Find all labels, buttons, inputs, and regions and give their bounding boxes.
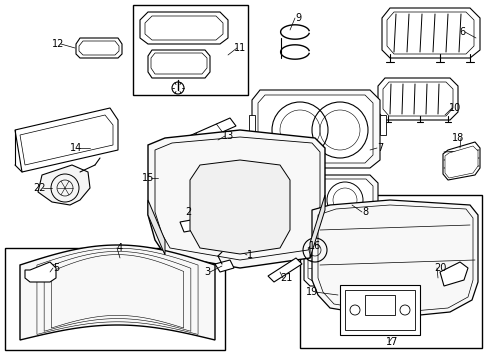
Polygon shape: [304, 238, 375, 286]
Bar: [345, 290, 414, 330]
Polygon shape: [252, 175, 377, 228]
Polygon shape: [309, 195, 325, 258]
Polygon shape: [180, 218, 205, 232]
Text: 13: 13: [222, 131, 234, 141]
Text: 19: 19: [305, 287, 318, 297]
Polygon shape: [382, 82, 452, 116]
Polygon shape: [215, 260, 234, 272]
Polygon shape: [145, 16, 223, 40]
Bar: [5, 248, 224, 350]
Text: 9: 9: [294, 13, 301, 23]
Polygon shape: [162, 118, 236, 156]
Polygon shape: [377, 78, 457, 120]
Text: 14: 14: [70, 143, 82, 153]
Polygon shape: [38, 165, 90, 205]
Text: 20: 20: [433, 263, 445, 273]
Bar: [299, 195, 481, 348]
Polygon shape: [148, 130, 325, 268]
Text: 18: 18: [451, 133, 463, 143]
Polygon shape: [155, 165, 201, 193]
Text: 6: 6: [458, 27, 464, 37]
Polygon shape: [386, 12, 473, 54]
Polygon shape: [190, 160, 289, 254]
Polygon shape: [20, 245, 215, 340]
Bar: [339, 285, 419, 335]
Polygon shape: [76, 38, 122, 58]
Polygon shape: [442, 142, 479, 180]
Bar: [248, 115, 254, 135]
Polygon shape: [148, 50, 209, 78]
Polygon shape: [152, 160, 203, 197]
Text: 22: 22: [34, 183, 46, 193]
Text: 8: 8: [361, 207, 367, 217]
Polygon shape: [148, 200, 164, 255]
Polygon shape: [258, 95, 372, 163]
Polygon shape: [444, 146, 477, 178]
Polygon shape: [151, 53, 206, 74]
Text: 7: 7: [376, 143, 382, 153]
Text: 11: 11: [233, 43, 245, 53]
Polygon shape: [381, 8, 479, 58]
Polygon shape: [307, 242, 371, 282]
Polygon shape: [79, 41, 119, 55]
Text: 16: 16: [308, 241, 321, 251]
Polygon shape: [311, 200, 477, 318]
Bar: [133, 5, 247, 95]
Text: 21: 21: [279, 273, 292, 283]
Polygon shape: [155, 137, 319, 260]
Polygon shape: [317, 205, 472, 313]
Text: 1: 1: [246, 250, 253, 260]
Polygon shape: [251, 90, 379, 168]
Text: 4: 4: [117, 243, 123, 253]
Polygon shape: [20, 115, 113, 165]
Text: 10: 10: [448, 103, 460, 113]
Polygon shape: [25, 262, 56, 282]
Polygon shape: [267, 258, 302, 282]
Polygon shape: [258, 179, 372, 224]
Polygon shape: [140, 12, 227, 44]
Text: 15: 15: [142, 173, 154, 183]
Text: 3: 3: [203, 267, 210, 277]
Bar: [364, 295, 394, 315]
Polygon shape: [439, 262, 467, 286]
Text: 12: 12: [52, 39, 64, 49]
Bar: [379, 115, 385, 135]
Polygon shape: [15, 108, 118, 172]
Text: 17: 17: [385, 337, 397, 347]
Text: 5: 5: [53, 263, 59, 273]
Text: 2: 2: [184, 207, 191, 217]
